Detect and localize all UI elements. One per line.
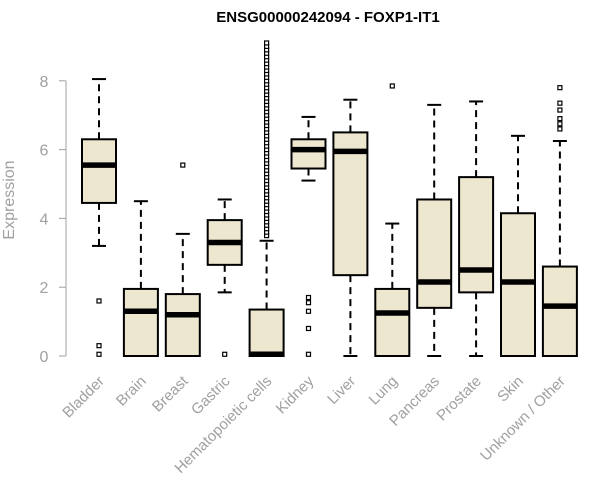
iqr-box [458, 176, 495, 294]
x-tick-label: Prostate [433, 373, 485, 425]
outlier-point [305, 351, 312, 357]
outlier-point [305, 325, 312, 332]
iqr-box [122, 287, 159, 358]
box-group [458, 100, 495, 357]
outlier-point [305, 300, 312, 306]
iqr-box [290, 138, 327, 170]
iqr-box [541, 265, 578, 357]
y-tick-label: 6 [40, 143, 49, 160]
outlier-point [96, 351, 102, 357]
y-tick-label: 4 [40, 211, 49, 228]
outlier-point [557, 126, 563, 132]
outlier-point [96, 343, 102, 349]
chart-title: ENSG00000242094 - FOXP1-IT1 [216, 9, 439, 26]
iqr-box [81, 138, 117, 204]
outlier-point [264, 40, 270, 46]
iqr-box [374, 287, 411, 358]
iqr-box [248, 308, 285, 357]
boxes-layer [81, 40, 578, 358]
box-group [81, 78, 117, 357]
x-tick-label: Bladder [59, 373, 108, 422]
outlier-point [557, 121, 563, 127]
box-group [164, 162, 201, 357]
box-group [206, 198, 243, 357]
iqr-box [416, 198, 453, 309]
box-group [500, 134, 536, 357]
box-group [374, 83, 411, 358]
y-tick-label: 0 [40, 349, 49, 366]
box-group [248, 40, 285, 358]
outlier-point [222, 351, 228, 357]
outlier-point [96, 298, 102, 304]
outlier-point [180, 162, 186, 168]
box-group [290, 115, 327, 357]
x-tick-label: Skin [494, 373, 527, 406]
box-group [541, 85, 578, 357]
box-group [416, 103, 453, 357]
iqr-box [164, 293, 201, 357]
x-tick-label: Liver [324, 373, 359, 408]
x-tick-label: Brain [113, 373, 150, 410]
x-tick-label: Breast [149, 372, 192, 415]
outlier-point [557, 107, 563, 113]
outlier-point [557, 85, 563, 91]
y-tick-label: 2 [40, 280, 49, 297]
x-tick-label: Kidney [273, 372, 318, 417]
box-group [122, 200, 159, 358]
outlier-point [557, 116, 563, 122]
y-axis-label: Expression [1, 160, 18, 239]
outlier-point [305, 308, 312, 314]
outlier-point [557, 100, 563, 106]
outlier-point [389, 83, 395, 89]
box-group [332, 98, 369, 357]
y-tick-label: 8 [40, 74, 49, 91]
y-axis: 0 2 4 6 8 [40, 74, 67, 366]
outlier-point [305, 294, 312, 301]
iqr-box [332, 131, 369, 277]
x-tick-label: Lung [366, 373, 402, 409]
